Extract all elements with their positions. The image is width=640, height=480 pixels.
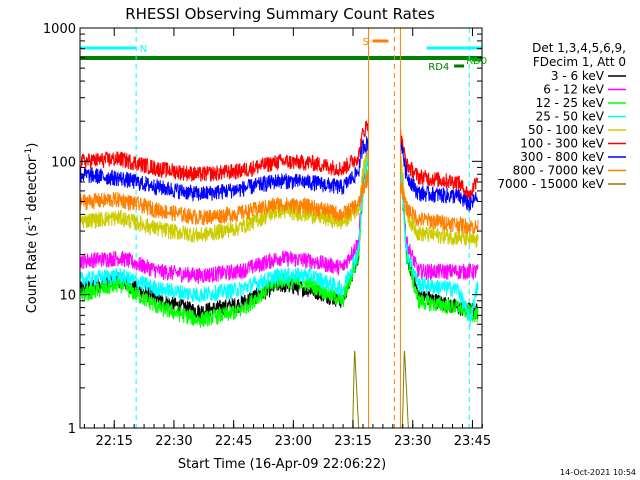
series-line-7 <box>79 169 479 236</box>
legend-header-line1: Det 1,3,4,5,6,9, <box>532 41 626 55</box>
legend-label-2: 12 - 25 keV <box>536 96 605 110</box>
x-tick-label: 23:15 <box>334 434 371 449</box>
legend-label-5: 100 - 300 keV <box>520 137 604 151</box>
y-axis-label-part2: detector <box>25 156 40 216</box>
plot-area: N S RD0 RD4 <box>79 28 487 429</box>
x-tick-label: 23:45 <box>454 434 491 449</box>
flag-rd0-label: RD0 <box>466 56 487 67</box>
y-tick-label: 100 <box>51 155 76 170</box>
legend-label-6: 300 - 800 keV <box>520 150 604 164</box>
legend-label-0: 3 - 6 keV <box>551 69 605 83</box>
y-axis-label-part3: ) <box>25 143 40 148</box>
y-tick-label: 10 <box>59 289 76 304</box>
legend-label-7: 800 - 7000 keV <box>513 164 605 178</box>
legend-label-8: 7000 - 15000 keV <box>497 177 604 191</box>
x-tick-label: 23:30 <box>394 434 431 449</box>
y-axis-label-sup2: -1 <box>24 148 34 157</box>
series-line-3 <box>79 150 479 327</box>
series-line-5 <box>79 120 479 202</box>
y-axis-label-part1: Count Rate (s <box>25 225 40 314</box>
flag-rd4-label: RD4 <box>428 62 449 73</box>
legend-label-4: 50 - 100 keV <box>528 123 605 137</box>
chart-title: RHESSI Observing Summary Count Rates <box>125 5 435 23</box>
y-axis-label-sup1: -1 <box>24 216 34 225</box>
timestamp: 14-Oct-2021 10:54 <box>560 468 636 477</box>
y-tick-label: 1 <box>68 422 76 437</box>
series-line-6 <box>79 136 479 212</box>
x-tick-label: 22:15 <box>95 434 132 449</box>
legend-label-3: 25 - 50 keV <box>536 110 605 124</box>
legend-header-line2: FDecim 1, Att 0 <box>533 55 626 69</box>
y-axis-label: Count Rate (s-1 detector-1) <box>24 143 40 314</box>
flag-s-label: S <box>363 37 369 48</box>
y-tick-label: 1000 <box>43 22 76 37</box>
legend-label-1: 6 - 12 keV <box>543 83 605 97</box>
x-tick-label: 22:30 <box>155 434 192 449</box>
x-tick-label: 23:00 <box>275 434 312 449</box>
axes: 22:15 22:30 22:45 23:00 23:15 23:30 23:45 1 10 10… <box>43 22 491 449</box>
legend: Det 1,3,4,5,6,9, FDecim 1, Att 0 3 - 6 k… <box>497 41 626 191</box>
plot-frame <box>79 27 483 429</box>
series-line-1 <box>79 141 479 284</box>
series-line-4 <box>79 140 479 248</box>
x-tick-label: 22:45 <box>215 434 252 449</box>
flag-n-label: N <box>140 44 147 55</box>
x-axis-label: Start Time (16-Apr-09 22:06:22) <box>178 457 386 472</box>
